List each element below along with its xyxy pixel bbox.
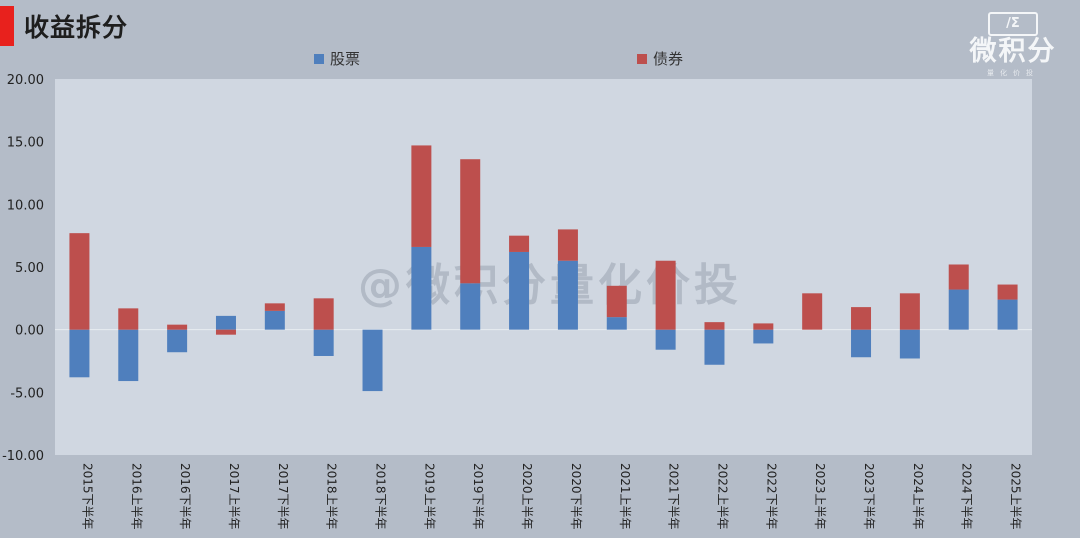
legend-label-stock: 股票 — [330, 50, 361, 68]
stock-bar — [997, 299, 1018, 330]
x-tick-label: 2016上半年 — [129, 463, 143, 530]
plot-area — [55, 79, 1032, 455]
brand-logo: /Σ 微积分 量化价投 — [958, 12, 1068, 78]
y-tick-label: 0.00 — [15, 324, 44, 339]
stock-bar — [167, 329, 188, 353]
stock-bar — [753, 329, 774, 344]
bond-bar — [557, 229, 578, 261]
y-tick-label: 20.00 — [7, 73, 44, 88]
x-tick-label: 2024下半年 — [960, 463, 974, 530]
x-tick-label: 2018下半年 — [374, 463, 388, 530]
bond-bar — [264, 303, 285, 311]
stock-bar — [899, 329, 920, 359]
bond-bar — [509, 235, 530, 252]
stock-bar — [557, 260, 578, 330]
x-tick-label: 2022下半年 — [764, 463, 778, 530]
x-tick-label: 2021上半年 — [618, 463, 632, 530]
logo-text: 微积分 — [969, 36, 1057, 67]
bond-bar — [118, 308, 139, 330]
stock-bar — [704, 329, 725, 365]
x-tick-label: 2020下半年 — [569, 463, 583, 530]
y-tick-label: -10.00 — [2, 449, 44, 464]
stock-bar — [118, 329, 139, 382]
x-tick-label: 2019上半年 — [422, 463, 436, 530]
bond-bar — [997, 284, 1018, 300]
logo-subtext: 量化价投 — [987, 69, 1039, 77]
x-tick-label: 2018上半年 — [325, 463, 339, 530]
y-tick-label: 5.00 — [15, 261, 44, 276]
x-tick-label: 2025上半年 — [1009, 463, 1023, 530]
bond-bar — [313, 298, 334, 330]
stock-bar — [460, 283, 481, 330]
y-tick-label: 10.00 — [7, 198, 44, 213]
stock-bar — [69, 329, 90, 378]
y-tick-label: -5.00 — [10, 386, 44, 401]
legend-swatch-bond — [637, 53, 647, 64]
x-tick-label: 2016下半年 — [178, 463, 192, 530]
x-tick-label: 2024上半年 — [911, 463, 925, 530]
stock-bar — [362, 329, 383, 392]
logo-mark-icon: /Σ — [988, 12, 1038, 36]
stock-bar — [655, 329, 676, 350]
bond-bar — [899, 293, 920, 330]
bond-bar — [802, 293, 823, 330]
y-tick-label: 15.00 — [7, 136, 44, 151]
legend: 股票 债券 — [0, 48, 1080, 70]
bond-bar — [606, 285, 627, 318]
x-tick-label: 2017下半年 — [276, 463, 290, 530]
stock-bar — [606, 317, 627, 330]
stock-bar — [313, 329, 334, 356]
stock-bar — [509, 251, 530, 330]
bond-bar — [948, 264, 969, 290]
bond-bar — [753, 323, 774, 330]
title-accent-bar — [0, 6, 14, 46]
x-tick-label: 2017上半年 — [227, 463, 241, 530]
bond-bar — [851, 307, 872, 330]
bond-bar — [167, 324, 188, 330]
bond-bar — [215, 329, 236, 335]
stock-bar — [215, 315, 236, 330]
stock-bar — [264, 310, 285, 330]
legend-label-bond: 债券 — [653, 50, 684, 68]
x-tick-label: 2020上半年 — [520, 463, 534, 530]
x-tick-label: 2022上半年 — [715, 463, 729, 530]
stock-bar — [851, 329, 872, 358]
stock-bar — [948, 289, 969, 330]
x-tick-label: 2023下半年 — [862, 463, 876, 530]
chart-title: 收益拆分 — [24, 13, 129, 42]
bond-bar — [69, 233, 90, 330]
x-tick-label: 2015下半年 — [80, 463, 94, 530]
x-tick-label: 2023上半年 — [813, 463, 827, 530]
bond-bar — [704, 322, 725, 330]
bond-bar — [411, 145, 432, 247]
bond-bar — [655, 260, 676, 330]
x-tick-label: 2021下半年 — [667, 463, 681, 530]
legend-item-bond: 债券 — [637, 48, 683, 69]
x-tick-label: 2019下半年 — [471, 463, 485, 530]
stock-bar — [411, 246, 432, 330]
legend-item-stock: 股票 — [314, 48, 360, 69]
bond-bar — [460, 159, 481, 284]
legend-swatch-stock — [314, 53, 324, 64]
